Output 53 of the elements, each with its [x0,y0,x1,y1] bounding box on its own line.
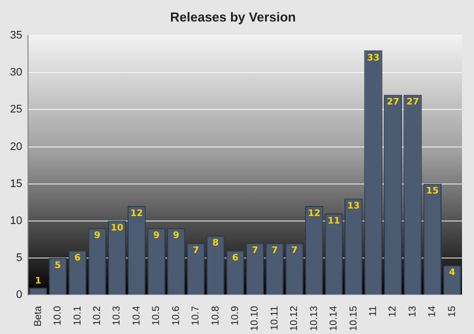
x-tick-label: 15 [446,306,458,318]
y-tick-label: 15 [10,178,22,190]
x-tick-label: Beta [32,306,44,327]
data-label: 4 [449,268,456,278]
y-tick-label: 5 [16,252,22,264]
x-tick-label: 10.5 [151,306,162,326]
x-tick-label: 10.1 [72,306,84,326]
data-label: 7 [291,246,298,256]
data-label: 9 [172,231,180,242]
x-tick-label: 10.12 [289,306,300,332]
data-label: 6 [232,253,238,264]
x-tick-label: 11 [368,306,380,316]
y-tick-label: 10 [10,214,22,227]
y-tick-label: 20 [10,140,22,153]
x-tick-label: 10.7 [190,306,202,326]
data-label: 12 [130,208,143,219]
x-tick-label: 10.10 [250,306,261,332]
y-tick-label: 30 [10,66,22,79]
x-tick-label: 12 [388,306,399,318]
data-label: 9 [153,231,160,242]
x-tick-label: 10.11 [269,306,280,330]
x-tick-label: 10.4 [131,306,142,326]
x-tick-label: 10.15 [348,306,360,332]
x-tick-label: 10.0 [52,306,64,326]
y-tick-label: 0 [16,289,22,302]
x-tick-label: 10.8 [210,306,222,326]
x-tick-label: 10.3 [112,306,123,326]
data-label: 33 [367,53,380,64]
data-label: 12 [308,208,320,219]
x-tick-label: 13 [407,306,418,318]
y-tick-label: 35 [10,30,22,42]
data-label: 8 [212,238,219,249]
data-label: 15 [426,186,439,197]
data-label: 7 [192,246,199,256]
x-tick-label: 10.9 [230,306,242,326]
chart-title: Releases by Version [170,9,296,24]
data-label: 1 [34,276,42,286]
data-label: 11 [328,216,340,226]
x-tick-label: 10.6 [170,306,182,326]
data-label: 6 [74,253,81,264]
x-tick-label: 10.13 [308,306,320,332]
data-label: 7 [252,246,258,256]
data-label: 10 [110,224,124,234]
data-label: 27 [406,98,419,108]
x-tick-label: 10.14 [328,306,340,332]
data-label: 27 [386,98,400,108]
data-label: 7 [272,246,278,256]
data-label: 9 [94,231,100,242]
y-tick-label: 25 [10,104,22,116]
data-label: 13 [347,201,360,212]
x-tick-label: 10.2 [92,306,103,326]
data-label: 5 [54,260,61,271]
x-tick-label: 14 [427,306,438,318]
